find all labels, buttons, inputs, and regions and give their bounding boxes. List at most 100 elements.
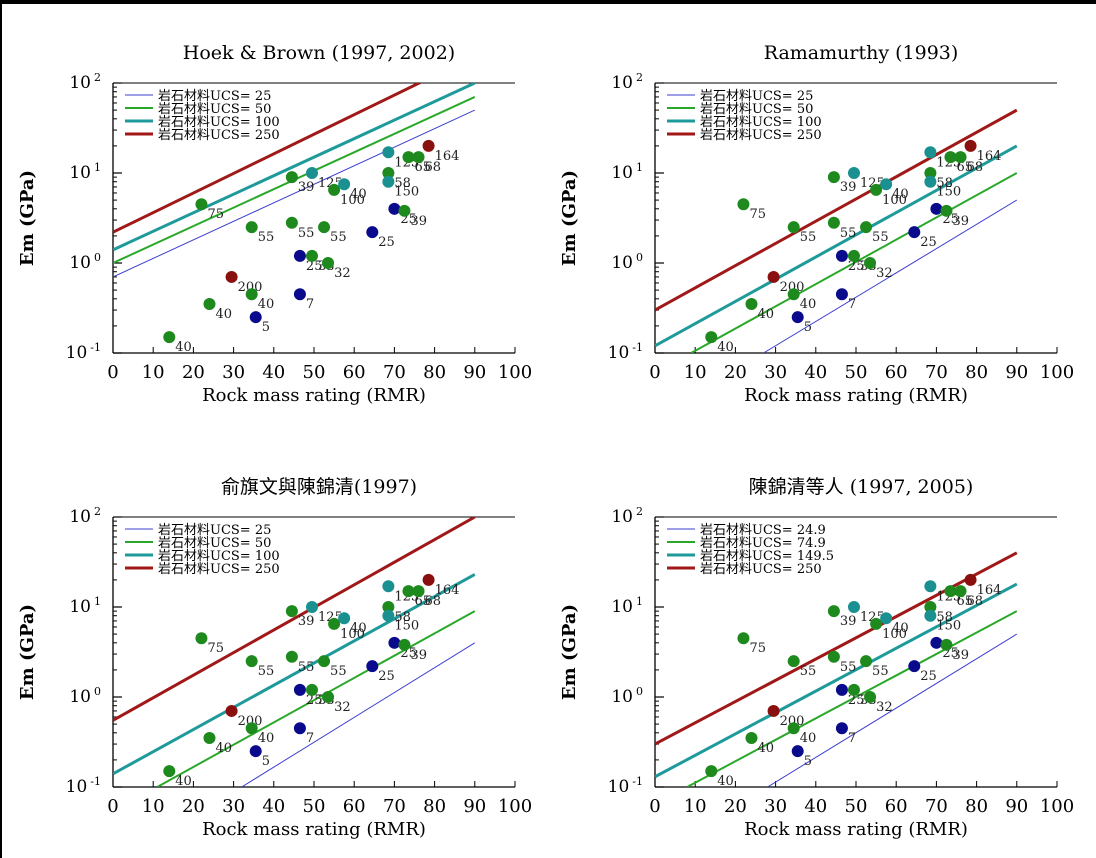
data-point	[293, 683, 306, 696]
data-point	[382, 580, 395, 593]
data-point-label: 164	[435, 149, 460, 164]
data-point-label: 32	[334, 266, 351, 281]
x-tick-label: 50	[845, 796, 868, 817]
data-point-label: 65	[956, 160, 973, 175]
data-point	[787, 722, 800, 735]
series-line	[655, 551, 1018, 746]
data-point	[930, 202, 943, 215]
data-point-label: 40	[717, 774, 734, 789]
data-point-label: 32	[876, 700, 893, 715]
data-point-label: 164	[977, 583, 1002, 598]
y-tick-label: 10 -1	[66, 775, 101, 797]
legend-entry: 岩石材料UCS= 24.9	[700, 523, 826, 538]
data-point	[767, 704, 780, 717]
x-tick-label: 0	[107, 796, 118, 817]
series-lines	[113, 83, 476, 278]
x-tick-label: 0	[649, 796, 660, 817]
data-point	[245, 722, 258, 735]
data-point	[835, 722, 848, 735]
data-point	[163, 331, 176, 344]
data-point-label: 164	[977, 149, 1002, 164]
legend-entry: 岩石材料UCS= 100	[158, 549, 280, 564]
data-point	[827, 171, 840, 184]
x-tick-label: 60	[885, 796, 908, 817]
data-point	[328, 183, 341, 196]
series-line	[156, 610, 476, 787]
data-point	[908, 226, 921, 239]
legend-entry: 岩石材料UCS= 50	[700, 102, 813, 117]
data-point-label: 40	[350, 621, 367, 636]
data-point-label: 39	[840, 180, 857, 195]
x-tick-label: 30	[222, 362, 245, 383]
data-point	[864, 257, 877, 269]
data-point	[924, 146, 937, 159]
y-axis-label: Em (GPa)	[17, 170, 38, 266]
data-point-label: 58	[394, 610, 411, 625]
y-tick-label: 10 -1	[608, 775, 643, 797]
data-point-label: 68	[967, 160, 984, 175]
data-point-label: 40	[350, 187, 367, 202]
data-point	[835, 249, 848, 262]
data-point-label: 40	[215, 741, 232, 756]
x-tick-label: 90	[1005, 796, 1028, 817]
legend-entry: 岩石材料UCS= 250	[158, 562, 280, 577]
x-tick-label: 40	[262, 362, 285, 383]
data-point-label: 40	[800, 297, 817, 312]
data-point	[293, 288, 306, 301]
chart-panel-2: Ramamurthy (1993) 0 10 20 30 40 50 60 70 80 90 100 1…	[559, 42, 1074, 406]
data-point	[880, 178, 893, 191]
data-point-label: 58	[936, 176, 953, 191]
series-line	[241, 642, 476, 787]
data-point	[940, 204, 953, 217]
data-point-label: 25	[378, 235, 395, 250]
data-point-label: 39	[410, 648, 427, 663]
chart-title: 俞旗文與陳錦清(1997)	[221, 476, 417, 498]
legend-entry: 岩石材料UCS= 250	[700, 562, 822, 577]
data-point	[322, 691, 335, 703]
x-tick-label: 20	[724, 362, 747, 383]
data-point	[827, 605, 840, 618]
series-line	[113, 517, 476, 722]
series-lines	[655, 108, 1018, 353]
data-point	[402, 585, 415, 598]
data-point-label: 7	[306, 731, 314, 746]
data-point-label: 40	[175, 774, 192, 789]
x-tick-label: 50	[303, 796, 326, 817]
data-point-label: 55	[840, 660, 857, 675]
data-point-label: 68	[967, 594, 984, 609]
data-point-label: 39	[298, 614, 315, 629]
data-point-label: 25	[378, 669, 395, 684]
data-point-label: 39	[410, 214, 427, 229]
data-point	[944, 585, 957, 598]
x-tick-label: 30	[764, 796, 787, 817]
y-tick-label: 10 0	[611, 685, 643, 707]
data-point-label: 25	[920, 669, 937, 684]
data-point	[791, 311, 804, 324]
data-point	[954, 151, 967, 164]
x-tick-label: 100	[1040, 362, 1074, 383]
data-point	[908, 660, 921, 673]
data-point	[322, 257, 335, 269]
data-point	[944, 151, 957, 164]
data-point-label: 25	[920, 235, 937, 250]
data-point	[767, 270, 780, 283]
x-axis-label: Rock mass rating (RMR)	[202, 385, 426, 406]
data-point-label: 100	[340, 627, 365, 642]
data-point-label: 100	[882, 193, 907, 208]
data-point	[285, 650, 298, 663]
data-point-label: 55	[258, 230, 275, 245]
data-point	[338, 178, 351, 191]
chart-title: Ramamurthy (1993)	[764, 42, 959, 64]
data-point	[870, 183, 883, 196]
legend-entry: 岩石材料UCS= 25	[158, 523, 271, 538]
data-point-label: 39	[952, 214, 969, 229]
data-point-label: 5	[804, 320, 812, 335]
data-point-label: 58	[394, 176, 411, 191]
data-point-label: 40	[892, 187, 909, 202]
data-point-label: 150	[936, 185, 961, 200]
data-point-label: 40	[757, 741, 774, 756]
x-tick-label: 0	[649, 362, 660, 383]
data-point-label: 164	[435, 583, 460, 598]
data-point	[847, 167, 860, 179]
